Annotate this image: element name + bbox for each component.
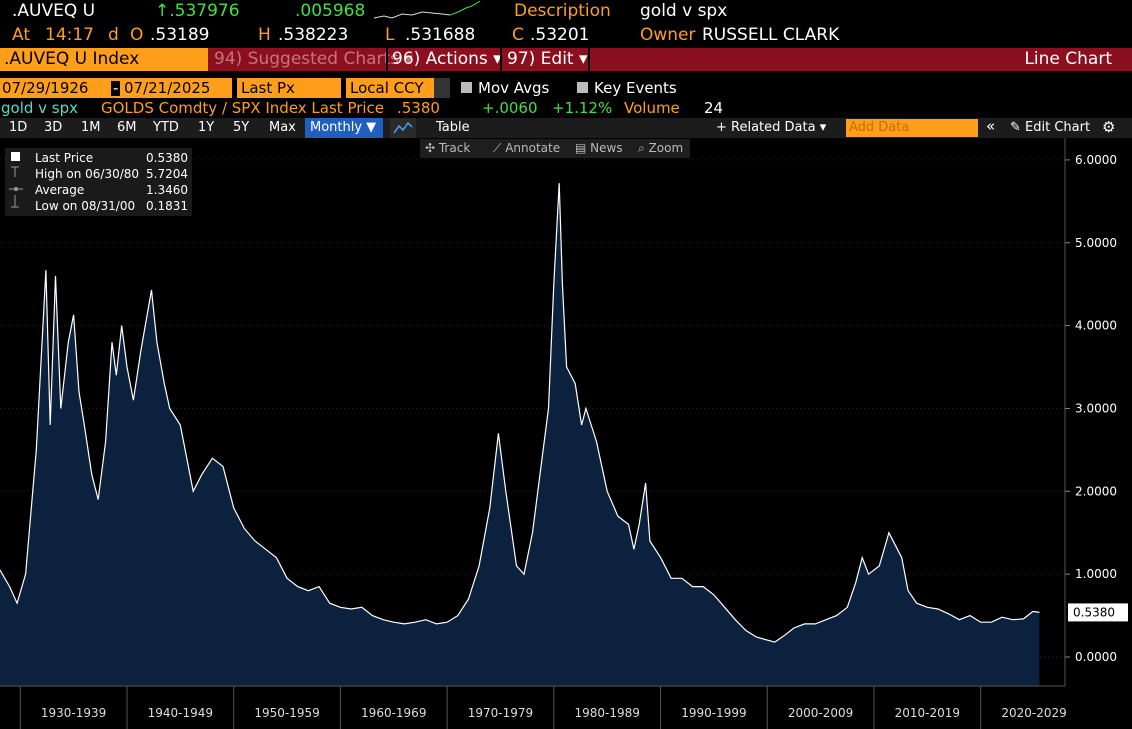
description-label: Description — [514, 1, 611, 21]
stat-value: 1.3460 — [146, 183, 188, 197]
settings[interactable]: ⚙ — [1102, 118, 1116, 136]
y-tick-label: 0.0000 — [1075, 650, 1117, 664]
stat-value: 0.5380 — [146, 151, 188, 165]
field-select[interactable]: Last Px — [241, 79, 295, 97]
description: gold v spx — [640, 1, 728, 21]
actions-menu[interactable]: 96) Actions ▾ — [392, 49, 502, 69]
period-button[interactable]: 6M — [117, 120, 137, 135]
mov-avgs[interactable]: Mov Avgs — [478, 79, 550, 97]
collapse[interactable]: « — [986, 117, 996, 135]
at-label: At — [12, 25, 30, 45]
x-tick-label: 1980-1989 — [574, 706, 639, 720]
period-button[interactable]: 1M — [81, 120, 101, 135]
series-price: .5380 — [397, 99, 440, 117]
chart-style-icon[interactable] — [390, 118, 416, 138]
x-tick-label: 1960-1969 — [361, 706, 426, 720]
stat-value: 0.1831 — [146, 199, 188, 213]
high-label: H — [258, 25, 271, 45]
chart-tool[interactable]: ▤ News — [575, 141, 623, 155]
x-tick-label: 2000-2009 — [788, 706, 853, 720]
low: .531688 — [405, 25, 476, 45]
series-change: +.0060 — [482, 99, 538, 117]
price-line — [0, 183, 1040, 643]
chart-kind: Line Chart — [1024, 49, 1112, 69]
related-data[interactable]: + Related Data ▾ — [716, 120, 827, 135]
menu-bar — [0, 48, 1132, 71]
close: .53201 — [530, 25, 590, 45]
legend-icons — [9, 152, 23, 208]
y-tick-label: 3.0000 — [1075, 401, 1117, 415]
y-tick-label: 1.0000 — [1075, 567, 1117, 581]
x-tick-label: 1940-1949 — [148, 706, 213, 720]
low-label: L — [385, 25, 395, 45]
chart-tool[interactable]: ⟋ Annotate — [493, 141, 561, 155]
chart-tools — [420, 139, 690, 158]
edit-chart[interactable]: ✎ Edit Chart — [1010, 120, 1091, 135]
end-date[interactable]: 07/21/2025 — [124, 79, 211, 97]
net-change: .005968 — [295, 1, 366, 21]
high: .538223 — [278, 25, 349, 45]
legend-box — [5, 148, 192, 216]
start-date[interactable]: 07/29/1926 — [2, 79, 89, 97]
chart: 0.0000 1.0000 2.0000 3.0000 4.0000 5.0000 6.00… — [0, 138, 1128, 729]
last-price: ↑.537976 — [155, 1, 240, 21]
x-tick-label: 1970-1979 — [468, 706, 533, 720]
period-button[interactable]: 3D — [44, 120, 63, 135]
chart-tool[interactable]: ⌕ Zoom — [638, 141, 684, 155]
suggested-charts[interactable]: 94) Suggested Charts ▾ — [214, 49, 413, 69]
stat-value: 5.7204 — [146, 167, 188, 181]
stat-label: Low on 08/31/00 — [35, 199, 136, 213]
x-tick-label: 1990-1999 — [681, 706, 746, 720]
volume-label: Volume — [624, 99, 680, 117]
security[interactable]: .AUVEQ U Index — [4, 49, 140, 69]
date-dash: - — [111, 79, 121, 97]
open: .53189 — [150, 25, 210, 45]
table-button[interactable]: Table — [436, 120, 470, 135]
currency-select[interactable]: Local CCY — [350, 79, 424, 97]
owner-label: Owner — [640, 25, 696, 45]
x-tick-label: 1930-1939 — [41, 706, 106, 720]
y-tick-label: 2.0000 — [1075, 484, 1117, 498]
volume: 24 — [704, 99, 724, 117]
stat-label: High on 06/30/80 — [35, 167, 140, 181]
y-tick-label: 6.0000 — [1075, 153, 1117, 167]
open-label: O — [130, 25, 144, 45]
key-events[interactable]: Key Events — [594, 79, 677, 97]
security-box[interactable] — [0, 48, 208, 71]
x-tick-label: 1950-1959 — [254, 706, 319, 720]
edit-menu[interactable]: 97) Edit ▾ — [507, 49, 588, 69]
series-expression: GOLDS Comdty / SPX Index Last Price — [101, 99, 385, 117]
stat-label: Average — [35, 183, 85, 197]
owner: RUSSELL CLARK — [702, 25, 840, 45]
add-data[interactable]: Add Data — [849, 120, 910, 135]
series-name: gold v spx — [1, 99, 79, 117]
y-tick-label: 5.0000 — [1075, 236, 1117, 250]
x-tick-label: 2010-2019 — [895, 706, 960, 720]
sparkline — [373, 0, 481, 19]
y-tick-label: 4.0000 — [1075, 319, 1117, 333]
time: 14:17 — [45, 25, 94, 45]
series-pct-change: +1.12% — [552, 99, 613, 117]
chart-tool[interactable]: ✣ Track — [425, 141, 471, 155]
frequency[interactable]: Monthly ▼ — [310, 120, 377, 135]
period-button[interactable]: 5Y — [233, 120, 250, 135]
close-label: C — [512, 25, 524, 45]
area-fill — [0, 183, 1040, 686]
d-label: d — [108, 25, 119, 45]
period-button[interactable]: YTD — [153, 120, 179, 135]
period-button[interactable]: Max — [269, 120, 296, 135]
x-tick-label: 2020-2029 — [1001, 706, 1066, 720]
period-button[interactable]: 1Y — [198, 120, 215, 135]
last-value-box — [1068, 603, 1128, 622]
period-button[interactable]: 1D — [9, 120, 28, 135]
last-value-label: 0.5380 — [1073, 605, 1115, 619]
stat-label: Last Price — [35, 151, 94, 165]
ticker: .AUVEQ U — [12, 1, 96, 21]
